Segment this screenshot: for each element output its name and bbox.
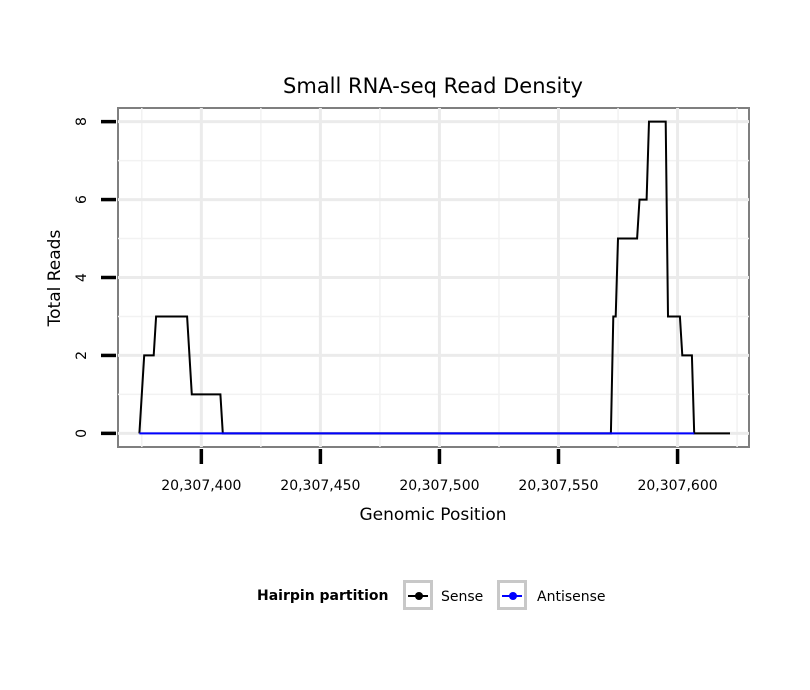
y-tick-label: 2	[74, 351, 90, 360]
sense-point-icon	[415, 592, 423, 600]
x-tick-label: 20,307,450	[280, 478, 360, 494]
legend: Hairpin partition Sense Antisense	[0, 578, 810, 618]
x-tick-label: 20,307,500	[399, 478, 479, 494]
chart-title: Small RNA-seq Read Density	[283, 74, 583, 98]
x-tick-label: 20,307,550	[518, 478, 598, 494]
antisense-point-icon	[509, 592, 517, 600]
axes: 20,307,400 20,307,450 20,307,500 20,307,550…	[74, 117, 718, 494]
y-tick-label: 0	[74, 429, 90, 438]
y-tick-label: 4	[74, 273, 90, 282]
series-layer	[138, 120, 730, 435]
x-axis-label: Genomic Position	[359, 505, 506, 525]
y-axis-label: Total Reads	[45, 230, 65, 328]
x-tick-label: 20,307,400	[161, 478, 241, 494]
legend-label-antisense: Antisense	[537, 589, 606, 605]
legend-title: Hairpin partition	[257, 588, 389, 604]
legend-label-sense: Sense	[441, 589, 484, 605]
legend-key-antisense	[497, 580, 527, 610]
legend-key-sense	[403, 580, 433, 610]
series-line-sense	[138, 120, 730, 435]
x-tick-label: 20,307,600	[637, 478, 717, 494]
y-tick-label: 8	[74, 117, 90, 126]
y-tick-label: 6	[74, 195, 90, 204]
